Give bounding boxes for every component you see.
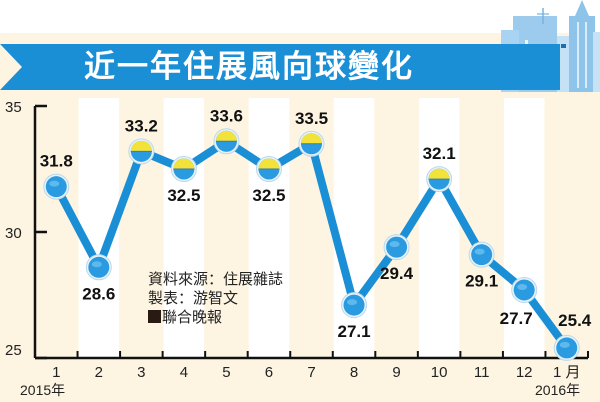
publisher-name: 聯合晚報 [162, 308, 223, 326]
x-tick-label: 1 [52, 364, 60, 381]
data-point-ball [128, 138, 155, 165]
x-tick-label: 12 [516, 364, 533, 381]
year-end-label: 2016年 [535, 382, 580, 398]
x-tick-label: 8 [350, 364, 358, 381]
y-tick-label: 25 [5, 342, 22, 359]
column-stripe [333, 98, 375, 358]
data-point-ball [298, 130, 325, 157]
x-tick-label: 1 月 [553, 364, 581, 381]
y-tick-label: 35 [5, 99, 22, 116]
x-tick-label: 2 [95, 364, 103, 381]
publisher-square-icon [148, 310, 161, 323]
source-line: 資料來源：住展雜誌 [148, 270, 284, 288]
data-value-label: 33.2 [125, 116, 158, 135]
data-value-label: 32.5 [167, 186, 200, 205]
x-tick-label: 7 [307, 364, 315, 381]
column-stripe [248, 98, 290, 358]
data-point-ball [255, 156, 282, 182]
x-tick-label: 10 [431, 364, 448, 381]
data-value-label: 32.1 [423, 144, 456, 163]
data-point-ball [341, 292, 368, 319]
data-point-ball [511, 276, 538, 303]
x-tick-label: 6 [265, 364, 273, 381]
x-tick-label: 3 [137, 364, 145, 381]
data-value-label: 33.6 [210, 106, 243, 125]
data-value-label: 25.4 [558, 311, 592, 330]
data-point-ball [553, 334, 580, 361]
data-point-ball [426, 166, 453, 193]
column-stripe [418, 98, 460, 358]
x-tick-label: 11 [474, 364, 490, 381]
data-value-label: 27.7 [500, 309, 533, 328]
data-point-ball [170, 156, 197, 182]
data-point-ball [85, 254, 112, 281]
data-value-label: 33.5 [295, 109, 328, 128]
data-value-label: 27.1 [337, 322, 370, 341]
source-note: 資料來源：住展雜誌 製表：游智文 聯合晚報 [148, 270, 283, 327]
title-banner [0, 44, 560, 90]
year-start-label: 2015年 [20, 382, 65, 398]
data-value-label: 28.6 [82, 284, 115, 303]
x-tick-label: 5 [222, 364, 230, 381]
data-value-label: 29.1 [465, 272, 498, 291]
y-tick-label: 30 [5, 225, 22, 242]
banner-notch [0, 44, 22, 90]
data-value-label: 29.4 [380, 264, 414, 283]
publisher-line: 聯合晚報 [148, 308, 283, 327]
data-value-label: 32.5 [252, 186, 285, 205]
data-value-label: 31.8 [40, 152, 73, 171]
x-tick-label: 9 [392, 364, 400, 381]
column-stripe [163, 98, 205, 358]
data-line [52, 137, 570, 351]
data-point-ball [383, 234, 410, 261]
data-point-ball [213, 128, 240, 155]
x-tick-label: 4 [180, 364, 188, 381]
data-point-ball [43, 173, 70, 200]
data-point-ball [468, 241, 495, 268]
chart-title: 近一年住展風向球變化 [84, 49, 414, 85]
author-line: 製表：游智文 [148, 289, 239, 307]
